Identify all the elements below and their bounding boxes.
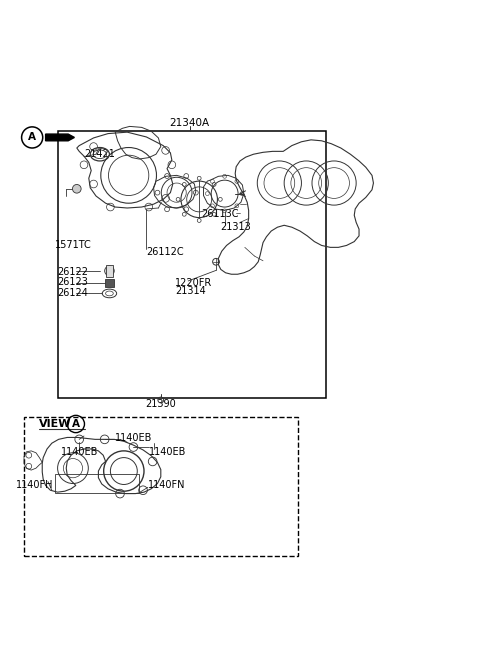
Text: 26112C: 26112C bbox=[146, 247, 184, 257]
Bar bbox=[106, 264, 113, 277]
Text: 26113C: 26113C bbox=[202, 209, 239, 218]
Text: 21313: 21313 bbox=[220, 222, 251, 232]
Text: 1571TC: 1571TC bbox=[55, 240, 92, 250]
Text: VIEW: VIEW bbox=[39, 419, 72, 429]
Text: 1140EB: 1140EB bbox=[149, 447, 186, 457]
Text: 26124: 26124 bbox=[58, 288, 88, 298]
Text: 21421: 21421 bbox=[84, 150, 115, 159]
Text: 26123: 26123 bbox=[58, 277, 88, 287]
Bar bbox=[58, 131, 326, 398]
Text: 21390: 21390 bbox=[145, 399, 176, 409]
Circle shape bbox=[105, 266, 114, 276]
Text: 1140FH: 1140FH bbox=[16, 480, 53, 490]
Circle shape bbox=[72, 184, 81, 193]
Text: 1220FR: 1220FR bbox=[175, 278, 213, 288]
Text: 26122: 26122 bbox=[58, 267, 89, 277]
Text: 21314: 21314 bbox=[175, 286, 206, 296]
Text: 1140FN: 1140FN bbox=[148, 480, 185, 490]
Text: 1140EB: 1140EB bbox=[60, 447, 98, 457]
Bar bbox=[105, 279, 114, 287]
Text: 21340A: 21340A bbox=[169, 118, 210, 128]
Bar bbox=[24, 417, 298, 556]
Text: A: A bbox=[72, 419, 80, 429]
Text: 1140EB: 1140EB bbox=[115, 433, 153, 443]
Bar bbox=[55, 474, 139, 493]
Text: A: A bbox=[28, 133, 36, 142]
Polygon shape bbox=[46, 134, 74, 141]
